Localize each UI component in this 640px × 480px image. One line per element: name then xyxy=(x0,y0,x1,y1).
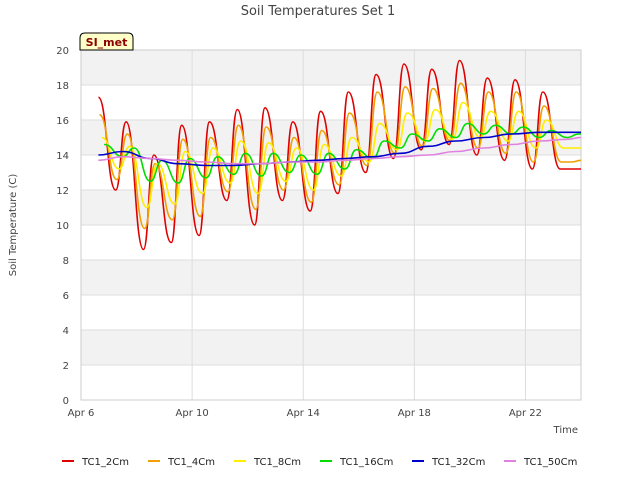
y-tick-label: 18 xyxy=(56,81,69,92)
legend-item: TC1_8Cm xyxy=(234,457,301,468)
legend-item: TC1_4Cm xyxy=(148,457,215,468)
background-band xyxy=(81,330,581,365)
legend-item: TC1_50Cm xyxy=(504,457,577,468)
series-line-tc1-4cm xyxy=(98,82,582,230)
legend-label: TC1_16Cm xyxy=(339,457,393,468)
y-tick-label: 20 xyxy=(56,46,69,57)
series-line-tc1-50cm xyxy=(98,136,582,165)
x-tick-label: Apr 10 xyxy=(176,408,209,419)
y-axis-label: Soil Temperature (C) xyxy=(8,174,19,277)
series-line-tc1-32cm xyxy=(98,131,581,167)
x-tick-label: Apr 18 xyxy=(398,408,431,419)
y-tick-label: 0 xyxy=(63,396,69,407)
background-band xyxy=(81,85,581,120)
x-tick-label: Apr 22 xyxy=(509,408,542,419)
background-band xyxy=(81,295,581,330)
legend-label: TC1_4Cm xyxy=(167,457,215,468)
background-band xyxy=(81,50,581,85)
background-band xyxy=(81,260,581,295)
y-tick-label: 10 xyxy=(56,221,69,232)
x-axis-ticks: Apr 6 Apr 10 Apr 14 Apr 18 Apr 22 xyxy=(68,408,542,419)
site-badge-label: SI_met xyxy=(86,36,128,49)
background-band xyxy=(81,120,581,155)
chart-title: Soil Temperatures Set 1 xyxy=(241,4,396,19)
legend-label: TC1_32Cm xyxy=(431,457,485,468)
legend-label: TC1_8Cm xyxy=(253,457,301,468)
y-tick-label: 8 xyxy=(63,256,69,267)
x-tick-label: Apr 14 xyxy=(287,408,320,419)
legend-item: TC1_16Cm xyxy=(320,457,393,468)
y-tick-label: 14 xyxy=(56,151,69,162)
legend-item: TC1_32Cm xyxy=(412,457,485,468)
y-axis-ticks: 0 2 4 6 8 10 12 14 16 18 20 xyxy=(56,46,69,407)
legend-item: TC1_2Cm xyxy=(62,457,129,468)
series-line-tc1-8cm xyxy=(101,101,581,209)
background-band xyxy=(81,225,581,260)
legend-label: TC1_2Cm xyxy=(81,457,129,468)
site-badge: SI_met xyxy=(79,32,134,51)
y-tick-label: 2 xyxy=(63,361,69,372)
background-bands xyxy=(81,50,581,400)
legend-label: TC1_50Cm xyxy=(523,457,577,468)
plot-area xyxy=(80,49,582,401)
background-band xyxy=(81,190,581,225)
y-tick-label: 6 xyxy=(63,291,69,302)
y-tick-label: 12 xyxy=(56,186,69,197)
legend: TC1_2Cm TC1_4Cm TC1_8Cm TC1_16Cm TC1_32Cm TC1… xyxy=(62,457,577,468)
series-lines xyxy=(97,59,582,251)
site-badge-box xyxy=(79,32,134,51)
y-tick-label: 16 xyxy=(56,116,69,127)
x-tick-label: Apr 6 xyxy=(68,408,95,419)
background-band xyxy=(81,365,581,400)
x-axis-label: Time xyxy=(553,425,578,436)
y-tick-label: 4 xyxy=(63,326,69,337)
